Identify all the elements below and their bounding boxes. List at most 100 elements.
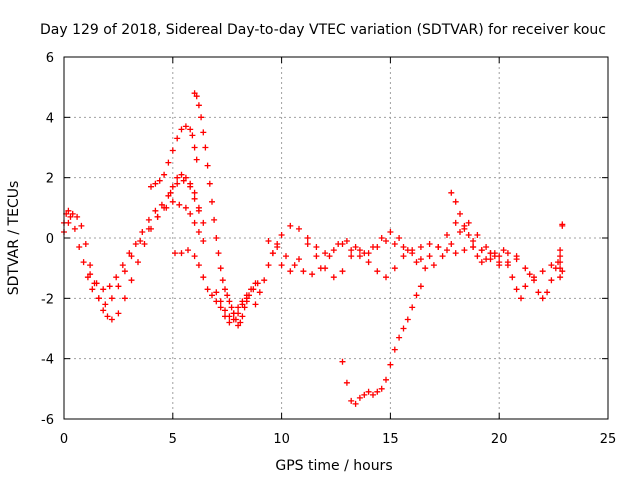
data-point (287, 268, 294, 275)
data-point (87, 271, 94, 278)
data-point (226, 319, 233, 326)
data-point (513, 256, 520, 263)
data-point (278, 232, 285, 238)
data-point (113, 274, 120, 281)
series-trace-4 (148, 123, 200, 190)
data-point (513, 286, 520, 293)
data-point (370, 244, 376, 250)
data-point (148, 183, 154, 190)
data-point (252, 301, 259, 308)
data-point (100, 286, 107, 293)
data-point (356, 247, 363, 254)
data-point (176, 201, 183, 208)
data-point (269, 250, 276, 257)
data-point (230, 310, 237, 317)
data-point (224, 292, 231, 299)
data-point (283, 253, 289, 260)
data-point (248, 286, 255, 293)
data-point (518, 295, 524, 302)
data-point (191, 253, 198, 260)
data-point (404, 247, 411, 254)
data-point (470, 244, 477, 250)
data-point (182, 123, 189, 130)
data-point (178, 250, 185, 257)
data-point (539, 268, 546, 275)
data-point (106, 283, 113, 290)
data-point (365, 259, 372, 266)
data-point (191, 189, 198, 196)
data-point (343, 379, 350, 386)
data-point (326, 253, 333, 260)
data-point (82, 241, 89, 247)
data-point (209, 292, 215, 299)
data-point (154, 213, 161, 220)
data-point (230, 316, 237, 323)
data-point (213, 235, 220, 241)
data-point (426, 241, 433, 247)
data-point (174, 174, 181, 181)
data-point (256, 289, 263, 296)
x-tick-label: 10 (273, 432, 290, 447)
data-point (452, 219, 459, 226)
data-point (126, 250, 133, 257)
data-point (204, 286, 211, 293)
data-point (404, 316, 411, 323)
data-point (239, 298, 246, 305)
data-point (185, 247, 191, 254)
data-point (396, 235, 403, 241)
data-point (330, 274, 337, 281)
data-point (313, 244, 320, 250)
data-point (198, 114, 205, 121)
data-point (191, 144, 198, 151)
data-point (78, 222, 85, 229)
data-point (356, 253, 363, 260)
data-point (352, 244, 359, 250)
y-tick-label: -2 (41, 292, 54, 307)
data-point (172, 250, 178, 257)
data-point (348, 253, 355, 260)
data-point (204, 162, 211, 169)
data-point (187, 180, 194, 187)
data-point (335, 241, 342, 247)
data-point (444, 232, 450, 238)
data-point (213, 289, 220, 296)
data-point (195, 229, 202, 235)
y-tick-label: 6 (46, 51, 54, 66)
data-point (165, 192, 172, 199)
data-point (252, 280, 259, 287)
series-trace-15 (557, 221, 566, 281)
data-point (559, 221, 566, 228)
data-point (169, 183, 176, 190)
data-point (356, 394, 363, 401)
data-point (158, 201, 165, 208)
data-point (135, 259, 141, 266)
data-point (145, 216, 152, 223)
data-point (383, 238, 389, 244)
data-point (226, 313, 233, 320)
data-point (161, 171, 168, 178)
data-point (239, 313, 246, 320)
data-point (557, 259, 564, 266)
data-point (200, 238, 207, 244)
data-point (278, 262, 285, 269)
data-point (461, 222, 468, 229)
series-trace-13 (504, 262, 559, 302)
data-point (400, 244, 407, 250)
data-point (361, 391, 368, 398)
data-point (132, 241, 139, 247)
data-point (206, 180, 213, 187)
data-point (102, 301, 109, 308)
data-point (322, 250, 329, 257)
data-point (374, 268, 381, 275)
y-tick-label: 2 (46, 172, 54, 187)
data-point (209, 198, 215, 205)
data-point (65, 219, 72, 226)
data-point (291, 262, 298, 269)
data-point (557, 274, 564, 281)
data-point (374, 388, 381, 395)
data-point (461, 247, 468, 254)
data-point (108, 295, 115, 302)
chart-title: Day 129 of 2018, Sidereal Day-to-day VTE… (40, 22, 606, 38)
